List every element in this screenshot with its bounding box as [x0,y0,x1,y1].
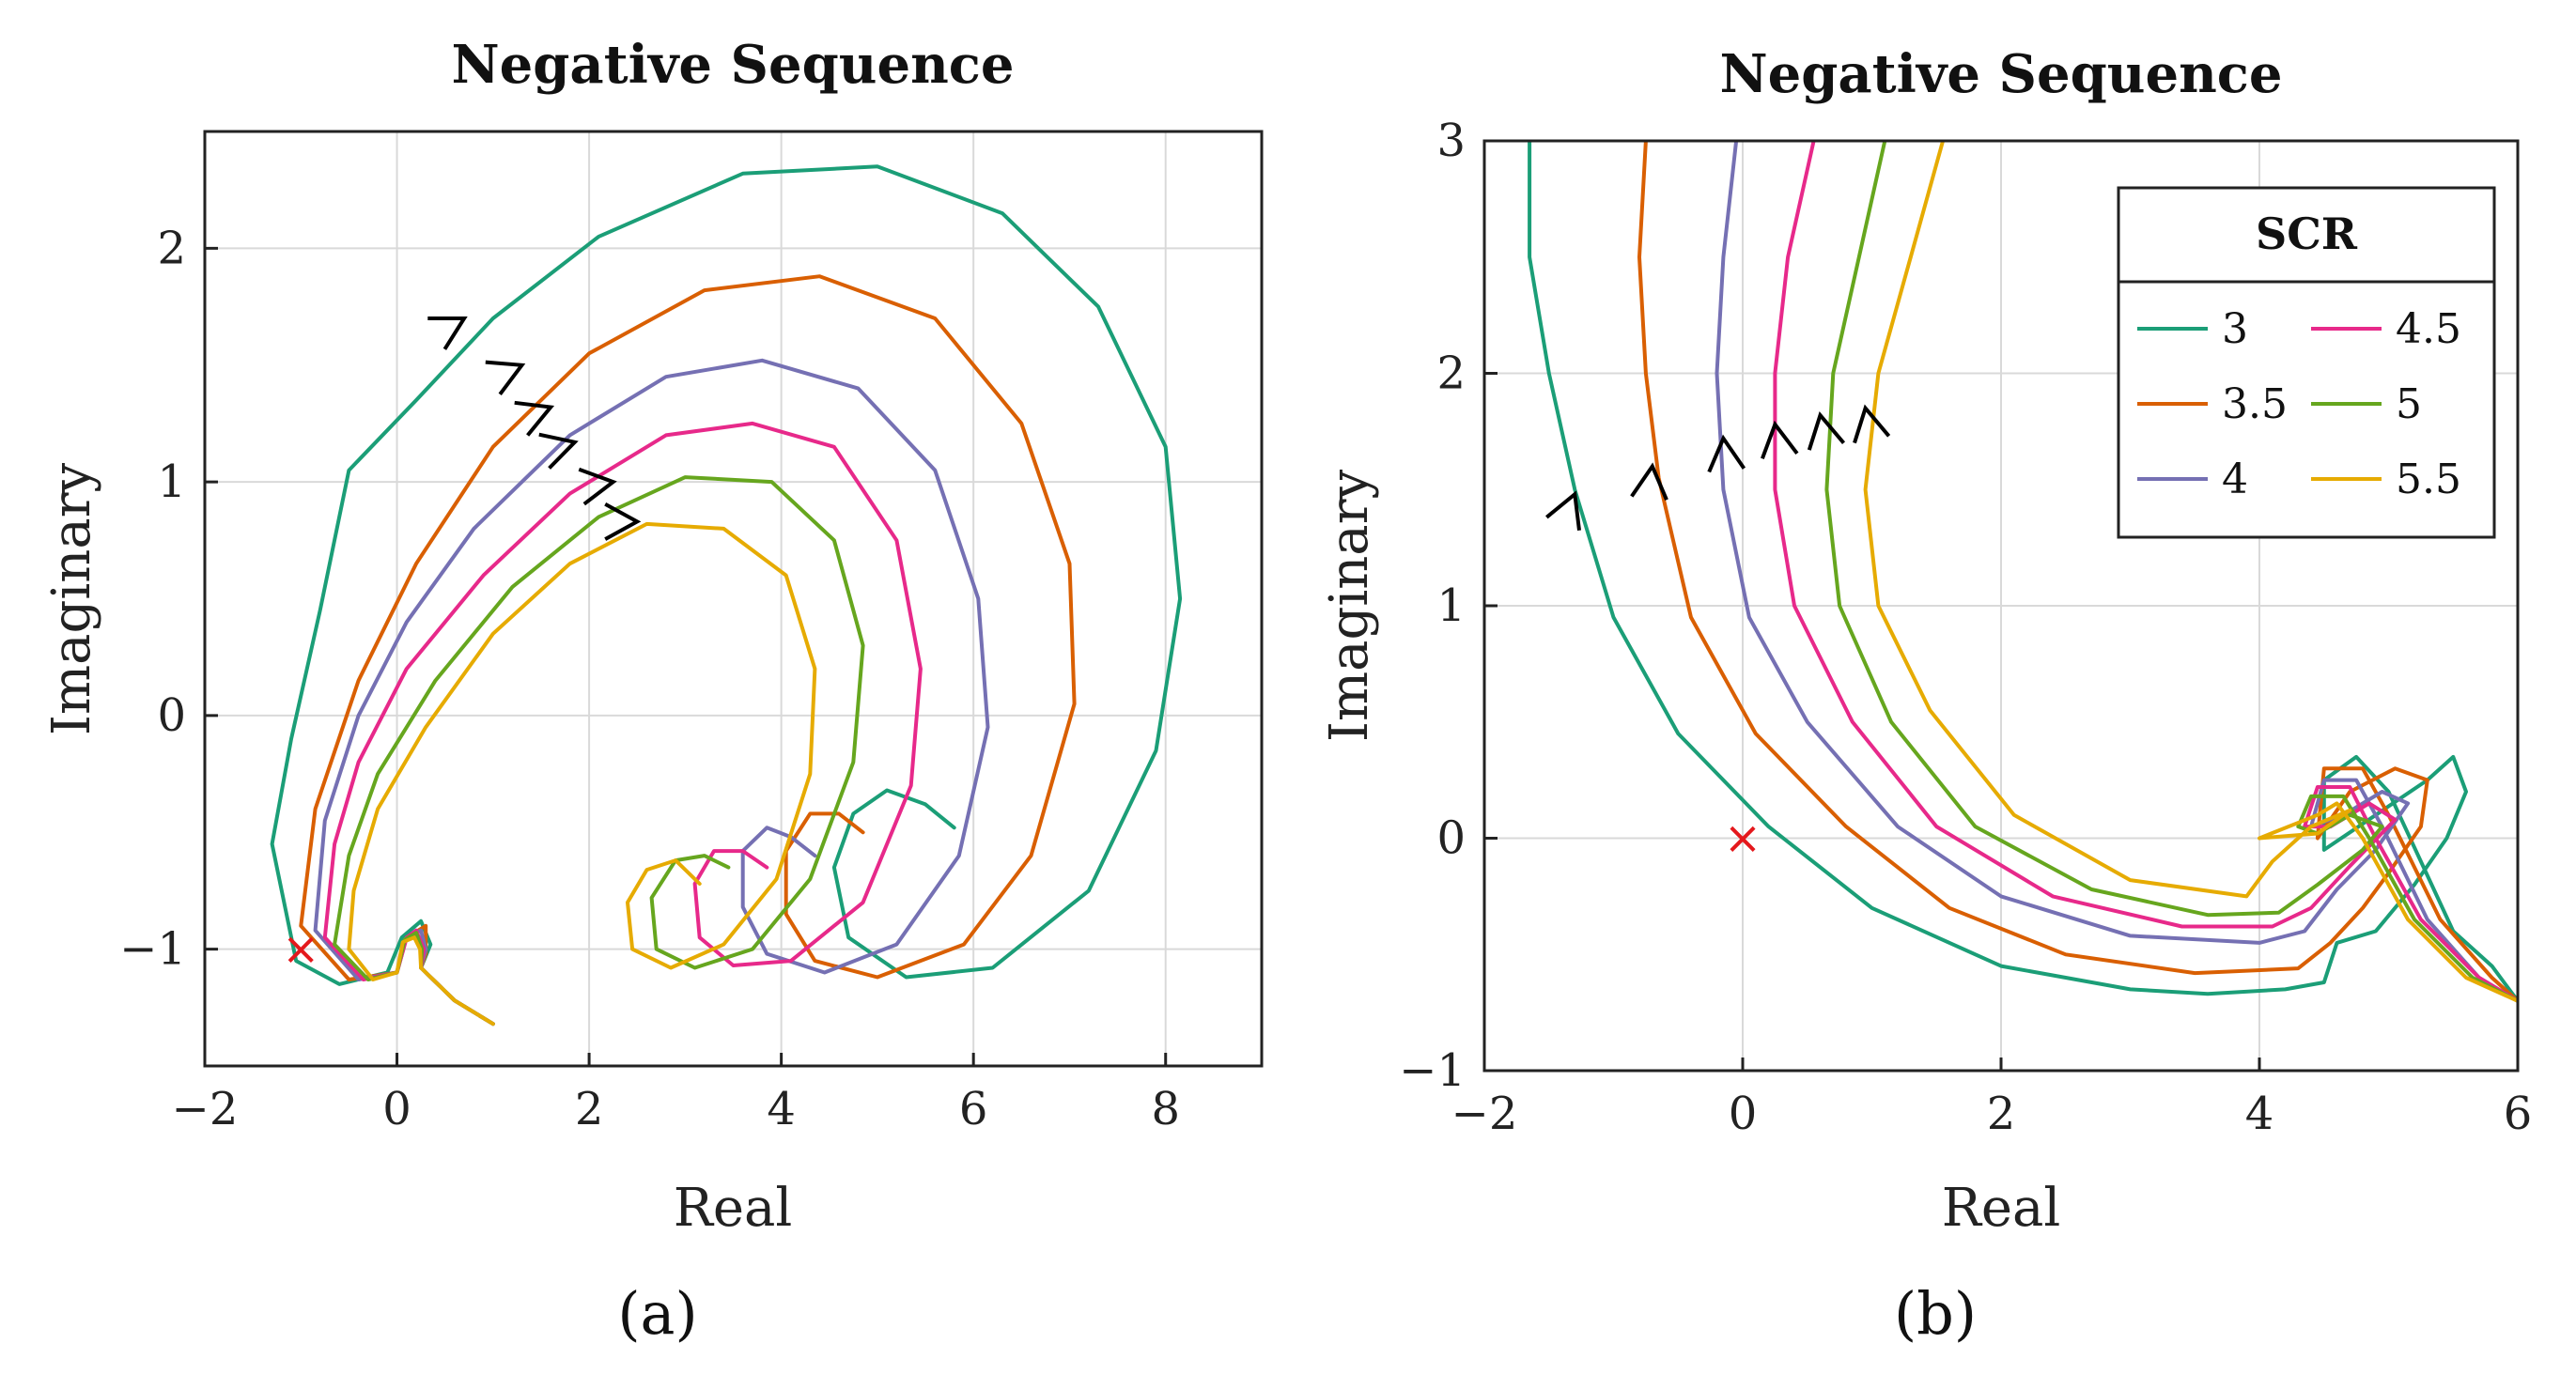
direction-arrow-icon [427,316,468,350]
reference-point-marker: × [282,923,319,976]
series-line-scr-3-5 [1637,141,2518,1003]
x-tick-label: 0 [1729,1088,1758,1140]
legend: SCR 3 4.5 3.5 5 4 5.5 [2117,186,2496,539]
x-tick-label: 6 [2504,1088,2533,1140]
x-tick-label: 6 [959,1083,988,1135]
x-tick-label: −2 [172,1083,239,1135]
direction-arrow-icon [1807,411,1846,451]
direction-arrow-icon [514,400,555,437]
legend-entries: 3 4.5 3.5 5 4 5.5 [2137,305,2461,503]
direction-arrow-icon [1761,420,1799,459]
xlabel-b: Real [1942,1178,2061,1239]
series-a: × [270,164,1183,1027]
x-tick-label: 4 [767,1083,796,1135]
series-line-scr-5-5 [347,521,817,1027]
series-line-scr-5 [333,475,865,1027]
direction-arrow-icon [604,502,642,541]
panel-a: × −2 0 2 4 6 8 −1 0 1 2 Negative Sequence Real Im… [41,34,1264,1348]
y-tick-label: 0 [1436,812,1466,865]
direction-arrow-icon [1630,462,1668,501]
direction-arrow-icon [1853,404,1891,444]
ticks-a: −2 0 2 4 6 8 −1 0 1 2 [119,222,1180,1135]
direction-arrow-icon [538,432,579,470]
series-line-scr-3-5 [299,274,1077,1027]
panel-b: × −2 0 2 4 6 −1 0 1 2 3 Negative Sequence Real Im… [1319,43,2532,1348]
arrows-b [1545,404,1891,531]
x-tick-label: 4 [2245,1088,2274,1140]
series-line-scr-4-5 [1773,141,2518,1003]
direction-arrow-icon [485,360,526,396]
title-a: Negative Sequence [451,34,1014,96]
y-tick-label: 2 [157,222,186,274]
legend-label: 4.5 [2396,305,2461,353]
caption-a: (a) [617,1279,697,1348]
y-tick-label: −1 [119,923,186,976]
reference-point-marker: × [1724,812,1761,865]
legend-label: 3.5 [2222,380,2288,428]
x-tick-label: 0 [382,1083,411,1135]
x-tick-label: 2 [1987,1088,2016,1140]
series-b: × [1528,141,2518,1003]
series-line-scr-5 [1824,141,2518,1003]
y-tick-label: 1 [157,455,186,508]
y-tick-label: 3 [1436,115,1466,167]
y-tick-label: −1 [1399,1044,1466,1097]
arrows-a [427,316,642,541]
series-line-scr-4 [1715,141,2518,1003]
title-b: Negative Sequence [1719,43,2282,105]
x-tick-label: 8 [1151,1083,1180,1135]
legend-label: 5.5 [2396,455,2461,503]
direction-arrow-icon [1545,490,1581,531]
axes-box-a [203,130,1264,1068]
axes-box-b [1482,139,2520,1073]
legend-title: SCR [2256,208,2358,259]
y-tick-label: 0 [157,689,186,742]
xlabel-a: Real [674,1178,793,1239]
y-tick-label: 2 [1436,347,1466,400]
series-line-scr-5-5 [1863,141,2518,1003]
series-line-scr-3 [270,164,1183,1027]
direction-arrow-icon [578,467,617,506]
x-tick-label: 2 [575,1083,604,1135]
legend-label: 4 [2222,455,2248,503]
grid-a [204,131,1262,1066]
y-tick-label: 1 [1436,579,1466,632]
ylabel-b: Imaginary [1319,470,1380,743]
x-tick-label: −2 [1451,1088,1518,1140]
legend-label: 5 [2396,380,2422,428]
caption-b: (b) [1894,1279,1977,1348]
legend-label: 3 [2222,305,2248,353]
direction-arrow-icon [1707,434,1746,473]
ticks-b: −2 0 2 4 6 −1 0 1 2 3 [1399,115,2532,1140]
ylabel-a: Imaginary [41,463,102,736]
